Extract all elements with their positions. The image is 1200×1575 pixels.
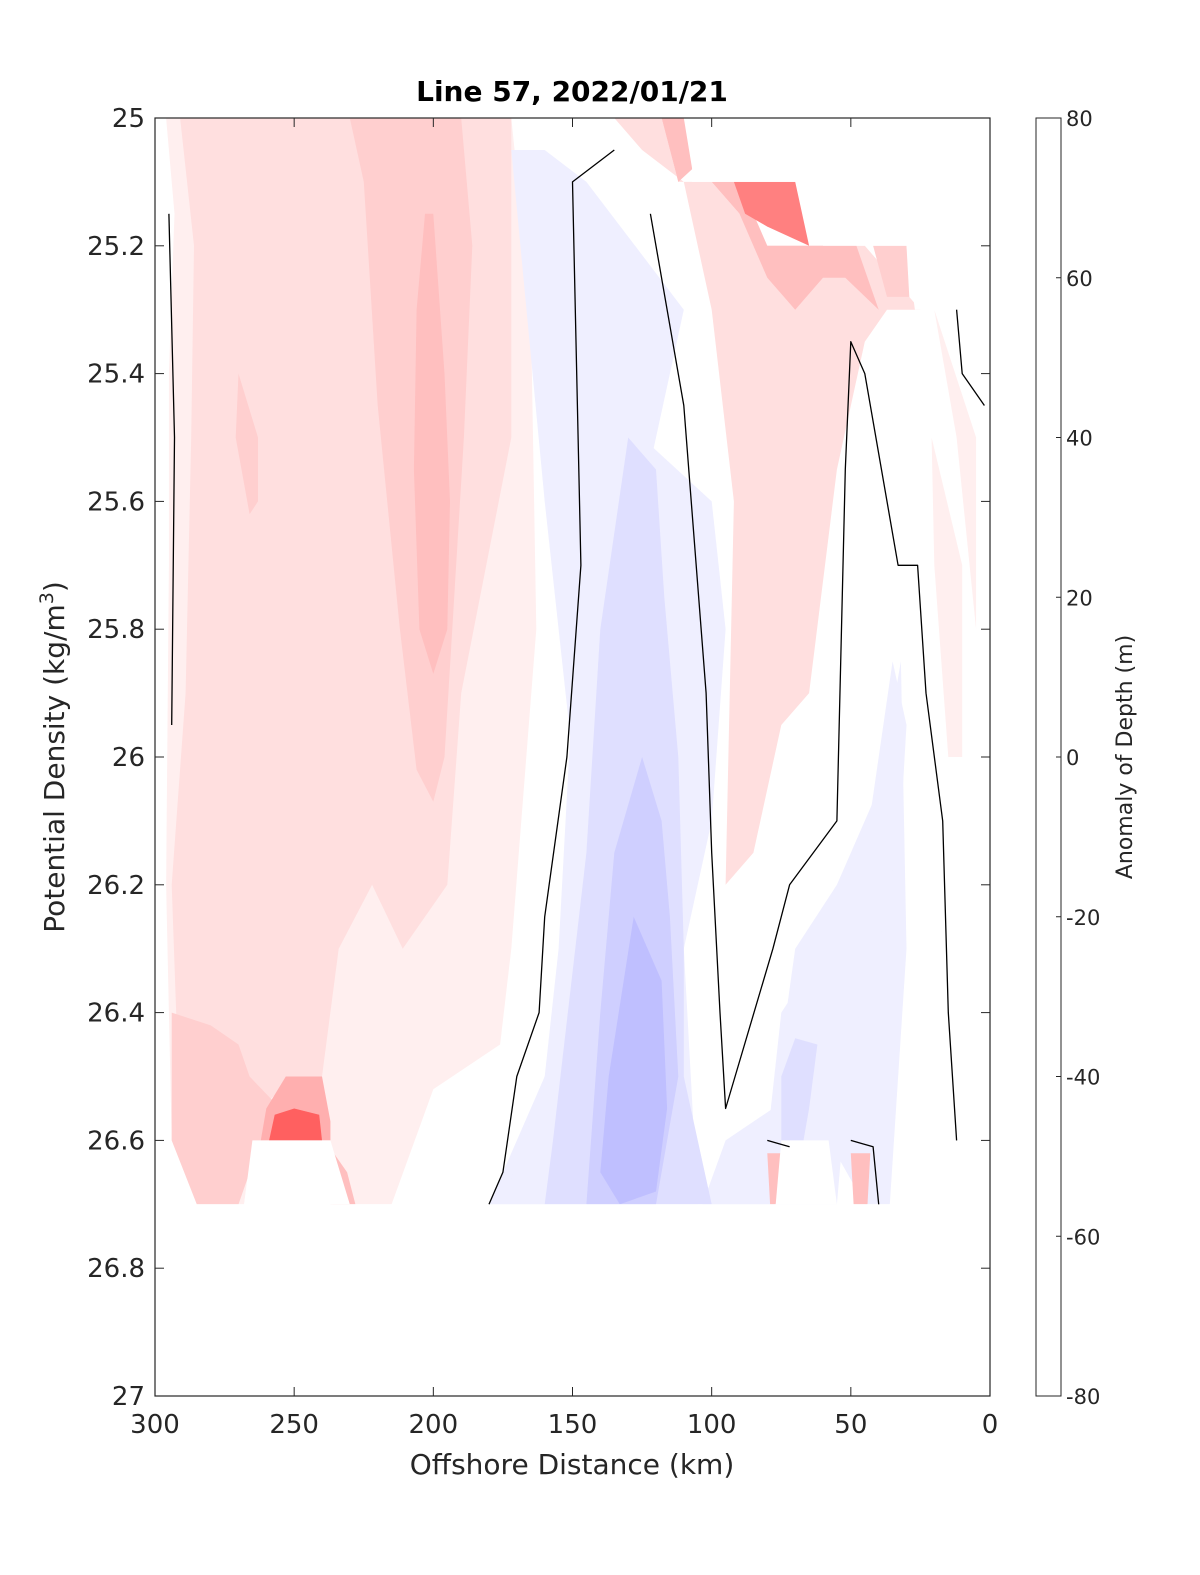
contour-region-26: [934, 309, 977, 630]
y-tick-label-0: 25: [112, 104, 145, 134]
contour-region-4: [413, 213, 450, 674]
x-axis: 300 250 200 150 100 50 0: [130, 118, 998, 1440]
contour-region-7: [269, 1108, 322, 1141]
contour-region-5: [235, 373, 258, 515]
contour-region-21: [781, 1038, 818, 1141]
no-data-mask-5: [809, 181, 990, 246]
x-axis-label: Offshore Distance (km): [410, 1448, 735, 1481]
colorbar-tick-label-5: -20: [1066, 906, 1100, 930]
zero-contour-line-3: [955, 309, 985, 406]
no-data-mask-7: [155, 118, 167, 1205]
no-data-mask-1: [155, 1268, 990, 1396]
colorbar-tick-label-2: 40: [1066, 427, 1093, 451]
contour-region-10: [711, 181, 879, 310]
x-tick-label-6: 0: [982, 1410, 999, 1440]
colorbar-tick-label-3: 20: [1066, 586, 1093, 610]
y-axis-label-close: ): [38, 581, 71, 592]
no-data-mask-layer: [155, 118, 990, 1396]
colorbar-tick-label-4: 0: [1066, 746, 1079, 770]
contour-region-9: [614, 118, 921, 885]
y-tick-label-8: 26.6: [87, 1126, 145, 1156]
contour-fill-layer: [166, 118, 977, 1269]
zero-contour-line-1: [488, 149, 615, 1205]
x-tick-label-4: 100: [687, 1410, 737, 1440]
colorbar-ticks: 80 60 40 20 0 -20 -40 -60 -80: [1056, 107, 1100, 1409]
y-axis-label: Potential Density (kg/m3): [36, 581, 71, 933]
no-data-mask-3: [775, 1140, 837, 1205]
y-axis-label-main: Potential Density (kg/m: [38, 604, 71, 933]
y-tick-label-10: 27: [112, 1382, 145, 1412]
zero-contour-line-5: [850, 1139, 880, 1205]
colorbar-tick-label-0: 80: [1066, 107, 1093, 131]
zero-contour-layer: [168, 149, 985, 1205]
x-tick-label-3: 150: [548, 1410, 598, 1440]
zero-contour-line-4: [767, 1139, 790, 1148]
colorbar-tick-label-8: -80: [1066, 1385, 1100, 1409]
contour-region-25: [850, 1153, 871, 1205]
colorbar-tick-label-7: -60: [1066, 1225, 1100, 1249]
zero-contour-line-0: [168, 213, 176, 726]
no-data-mask-4: [692, 118, 990, 182]
y-tick-label-1: 25.2: [87, 232, 145, 262]
contour-region-3: [171, 1012, 286, 1205]
y-tick-label-5: 26: [112, 743, 145, 773]
y-tick-label-7: 26.4: [87, 999, 145, 1029]
x-tick-label-0: 300: [130, 1410, 180, 1440]
x-tick-label-2: 200: [409, 1410, 459, 1440]
contour-region-11: [733, 181, 810, 246]
y-tick-label-6: 26.2: [87, 871, 145, 901]
colorbar-label: Anomaly of Depth (m): [1113, 635, 1138, 879]
no-data-mask-6: [906, 245, 990, 310]
y-tick-label-3: 25.6: [87, 487, 145, 517]
contour-region-19: [600, 916, 668, 1205]
y-tick-label-9: 26.8: [87, 1254, 145, 1284]
y-tick-label-4: 25.8: [87, 615, 145, 645]
colorbar-tick-label-1: 60: [1066, 267, 1093, 291]
x-tick-label-1: 250: [269, 1410, 319, 1440]
contour-region-12: [661, 118, 693, 182]
no-data-mask-2: [244, 1140, 350, 1205]
contour-region-2: [196, 118, 473, 802]
zero-contour-line-2: [649, 213, 958, 1141]
chart-title: Line 57, 2022/01/21: [416, 75, 728, 108]
y-axis: 25 25.2 25.4 25.6 25.8 26 26.2 26.4 26.6 26.8 27: [87, 104, 990, 1412]
x-tick-label-5: 50: [834, 1410, 867, 1440]
colorbar-tick-label-6: -40: [1066, 1066, 1100, 1090]
contour-region-14: [931, 437, 963, 757]
y-tick-label-2: 25.4: [87, 360, 145, 390]
contour-region-13: [873, 245, 910, 297]
y-axis-label-superscript: 3: [36, 592, 58, 604]
